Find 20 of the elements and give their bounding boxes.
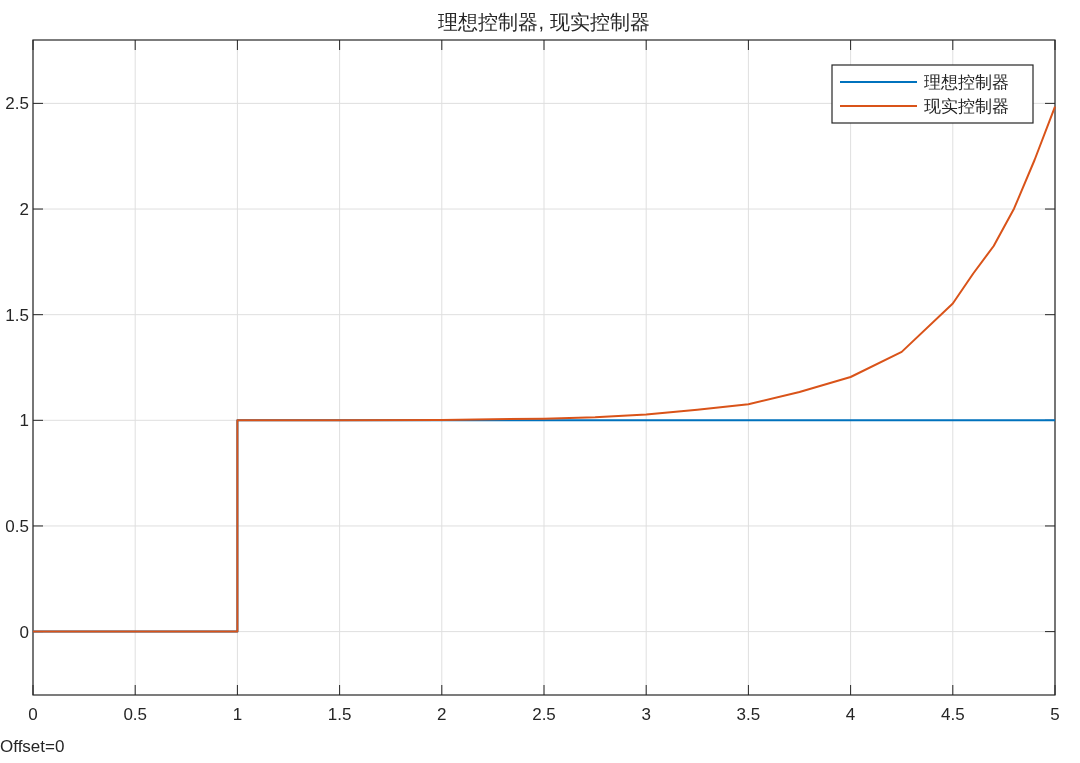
chart-title: 理想控制器, 现实控制器 (438, 11, 650, 33)
legend-label: 理想控制器 (924, 73, 1009, 92)
legend-label: 现实控制器 (924, 97, 1009, 116)
x-tick-label: 1 (232, 705, 243, 724)
x-tick-label: 4.5 (940, 705, 965, 724)
text: Offset=0 (0, 737, 65, 756)
x-tick-label: 2 (437, 705, 447, 724)
y-tick-label: 1.5 (5, 305, 29, 325)
x-tick-label: 5 (1050, 705, 1060, 724)
y-tick-label: 2.5 (5, 94, 29, 114)
x-tick-label: 4 (845, 705, 856, 724)
x-tick-label: 3.5 (736, 705, 761, 724)
y-tick-label: 0 (19, 622, 29, 642)
y-tick-label: 0.5 (5, 516, 29, 536)
x-tick-label: 2.5 (532, 705, 556, 724)
x-tick-label: 0.5 (123, 705, 148, 724)
x-tick-label: 1.5 (327, 705, 352, 724)
x-tick-label: 3 (641, 705, 651, 724)
y-tick-label: 2 (19, 200, 29, 220)
y-tick-label: 1 (19, 411, 29, 431)
